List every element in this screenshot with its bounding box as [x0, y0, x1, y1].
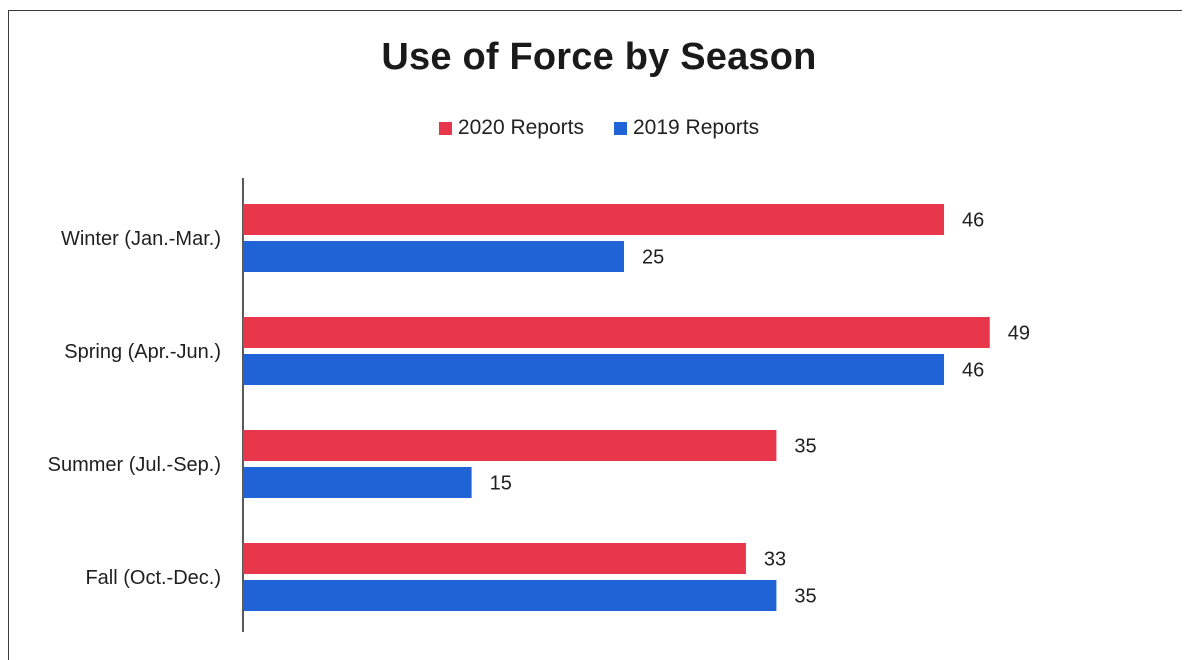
chart-frame — [8, 10, 1182, 660]
data-label: 35 — [794, 436, 816, 458]
category-label: Fall (Oct.-Dec.) — [85, 567, 221, 589]
data-label: 49 — [1008, 323, 1030, 345]
data-label: 46 — [962, 360, 984, 382]
data-label: 25 — [642, 247, 664, 269]
bar-2019 — [243, 354, 945, 385]
legend-swatch-2020 — [438, 121, 452, 135]
legend-label-2020: 2020 Reports — [457, 116, 584, 139]
legend-item-2020: 2020 Reports — [438, 116, 584, 140]
data-label: 15 — [490, 473, 512, 495]
chart-legend: 2020 Reports 2019 Reports — [0, 116, 1184, 140]
bar-2020 — [243, 543, 746, 574]
legend-item-2019: 2019 Reports — [614, 116, 759, 140]
data-label: 46 — [962, 210, 984, 232]
chart-title: Use of Force by Season — [381, 36, 817, 78]
data-label: 35 — [794, 586, 816, 608]
category-label: Winter (Jan.-Mar.) — [61, 228, 221, 250]
bar-2019 — [243, 467, 472, 498]
bar-2020 — [243, 317, 990, 348]
category-label: Spring (Apr.-Jun.) — [64, 341, 221, 363]
category-label: Summer (Jul.-Sep.) — [48, 454, 221, 476]
bar-2019 — [243, 580, 777, 611]
bar-2020 — [243, 430, 777, 461]
data-label: 33 — [764, 549, 786, 571]
legend-swatch-2019 — [614, 121, 627, 135]
bar-2019 — [243, 241, 624, 272]
legend-label-2019: 2019 Reports — [633, 116, 760, 139]
bar-2020 — [243, 204, 945, 235]
